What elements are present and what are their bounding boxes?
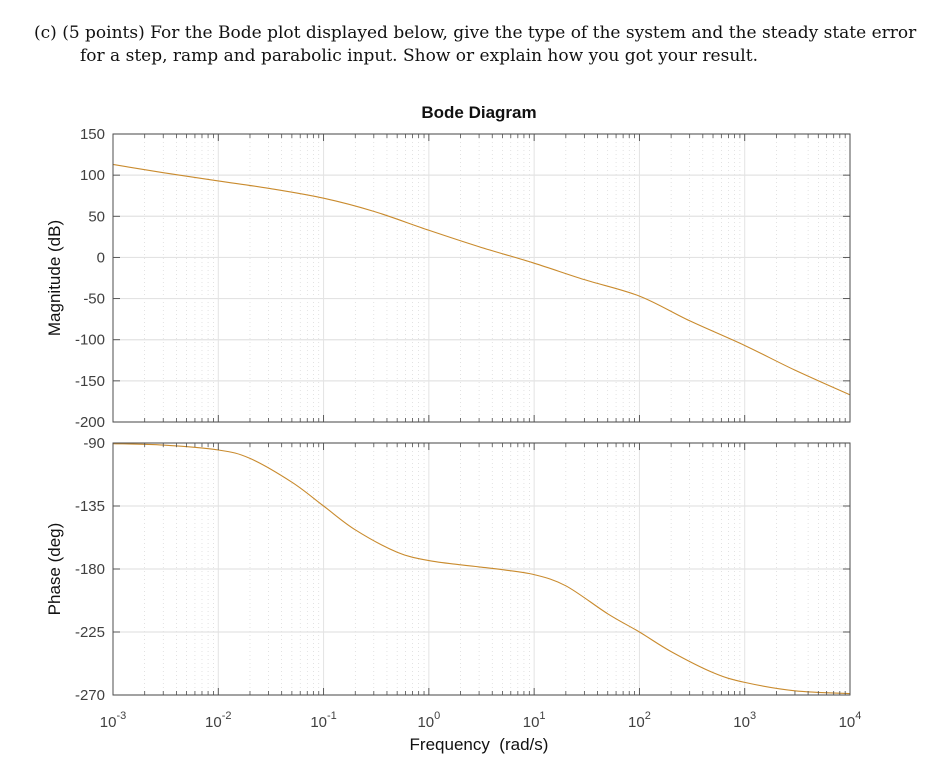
magnitude-panel: 150 100 50 0 -50 -100 -150 -200 Magnitude (dB)	[45, 126, 851, 431]
x-tick-label: 102	[628, 710, 651, 731]
frequency-tick-labels: 10-3 10-2 10-1 100 101 102 103 104	[100, 710, 862, 731]
y-tick-label: -270	[75, 687, 105, 704]
y-tick-label: -90	[83, 435, 105, 452]
magnitude-ylabel: Magnitude (dB)	[45, 220, 64, 336]
y-tick-label: -225	[75, 624, 105, 641]
y-tick-label: -135	[75, 498, 105, 515]
magnitude-grid	[112, 133, 851, 423]
y-tick-label: -150	[75, 373, 105, 390]
y-tick-label: -180	[75, 561, 105, 578]
x-tick-label: 103	[733, 710, 756, 731]
phase-grid	[112, 442, 851, 696]
x-tick-label: 10-1	[310, 710, 336, 731]
y-tick-label: -100	[75, 332, 105, 349]
phase-y-tick-labels: -90 -135 -180 -225 -270	[75, 435, 105, 704]
question-line-2: for a step, ramp and parabolic input. Sh…	[80, 46, 758, 66]
x-tick-label: 10-3	[100, 710, 126, 731]
frequency-xlabel: Frequency (rad/s)	[410, 735, 549, 754]
phase-ticks	[112, 442, 851, 696]
x-tick-label: 104	[839, 710, 862, 731]
magnitude-curve	[112, 163, 851, 396]
y-tick-label: 0	[97, 249, 105, 266]
magnitude-y-tick-labels: 150 100 50 0 -50 -100 -150 -200	[75, 126, 105, 431]
x-tick-label: 100	[417, 710, 440, 731]
phase-panel: -90 -135 -180 -225 -270 Phase (deg)	[45, 435, 851, 704]
phase-axes-box	[112, 442, 851, 696]
phase-ylabel: Phase (deg)	[45, 523, 64, 616]
magnitude-axes-box	[112, 133, 851, 423]
y-tick-label: 100	[80, 167, 105, 184]
x-tick-label: 10-2	[205, 710, 231, 731]
y-tick-label: -200	[75, 414, 105, 431]
chart-title: Bode Diagram	[421, 103, 536, 122]
x-tick-label: 101	[523, 710, 546, 731]
y-tick-label: 50	[88, 208, 105, 225]
question-text: (c) (5 points) For the Bode plot display…	[34, 22, 934, 68]
y-tick-label: 150	[80, 126, 105, 143]
y-tick-label: -50	[83, 291, 105, 308]
phase-curve	[112, 443, 851, 695]
magnitude-ticks	[112, 133, 851, 423]
question-line-1: (c) (5 points) For the Bode plot display…	[34, 23, 917, 43]
